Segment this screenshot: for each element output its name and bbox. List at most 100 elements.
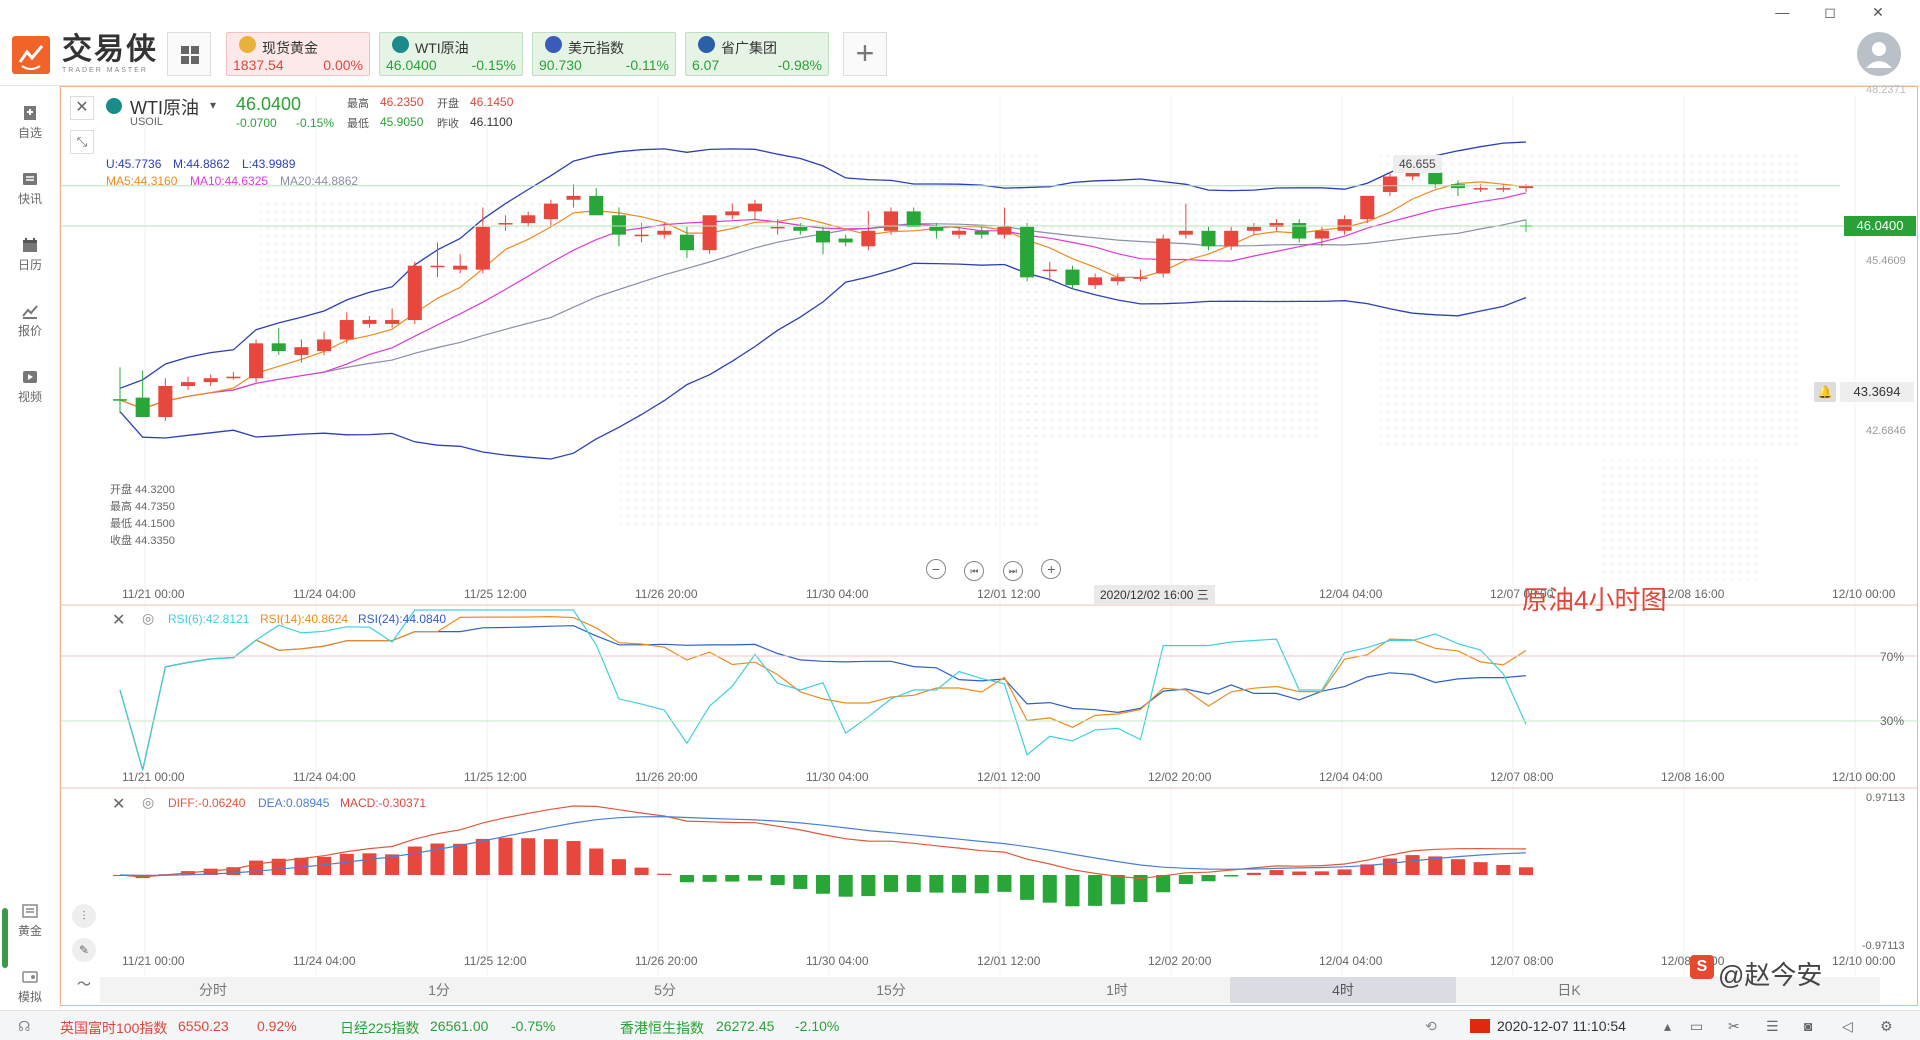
restore-button[interactable]: ◻: [1824, 4, 1836, 20]
macd-bar: [838, 875, 853, 897]
list-icon[interactable]: ☰: [1766, 1018, 1779, 1034]
close-rsi-icon[interactable]: ✕: [112, 612, 126, 629]
timeframe-tab[interactable]: 1时: [1106, 982, 1128, 998]
settings-gear-icon[interactable]: ⚙: [1880, 1018, 1893, 1034]
macd-bar: [1496, 865, 1511, 875]
price-alert-tag[interactable]: 43.3694: [1840, 382, 1914, 402]
rsi-axis-30: 30%: [1880, 714, 1905, 728]
mute-icon[interactable]: ◁: [1842, 1018, 1853, 1034]
chart-frame: [60, 86, 1918, 1006]
macd-bar: [1133, 875, 1148, 903]
macd-bar: [271, 858, 286, 875]
time-axis-label: 12/01 12:00: [977, 587, 1041, 601]
candle-body: [702, 215, 717, 251]
quote-tile-gold[interactable]: 现货黄金 1837.54 0.00%: [226, 32, 370, 76]
macd-bar: [657, 873, 672, 875]
grid-menu-button[interactable]: [167, 32, 211, 76]
candle-body: [543, 203, 558, 220]
status-bar: ☊ 英国富时100指数 6550.23 0.92% 日经225指数 26561.…: [0, 1010, 1920, 1040]
candle-body: [1224, 230, 1239, 247]
macd-bar: [679, 875, 694, 883]
candle-body: [317, 339, 332, 352]
close-macd-icon[interactable]: ✕: [112, 796, 126, 813]
macd-bar: [1065, 875, 1080, 907]
candle-body: [226, 376, 241, 379]
map-region: [1020, 200, 1320, 440]
candle-body: [929, 226, 944, 231]
macd-dea-value: DEA:0.08945: [258, 796, 330, 810]
time-axis-label: 11/24 04:00: [293, 954, 356, 968]
wave-tool-icon[interactable]: 〜: [77, 976, 91, 992]
time-axis-label: 12/10 00:00: [1832, 587, 1896, 601]
candle-body: [747, 203, 762, 212]
minimize-button[interactable]: —: [1775, 4, 1790, 20]
close-chart-button[interactable]: ✕: [70, 96, 94, 120]
scroll-start-icon[interactable]: ⏮: [964, 561, 985, 581]
time-axis-label: 11/21 00:00: [122, 954, 185, 968]
tile-change: -0.15%: [471, 57, 516, 73]
candle-body: [1246, 226, 1261, 231]
shrink-chart-button[interactable]: ⤡: [70, 130, 94, 154]
timeframe-tab-active[interactable]: 4时: [1230, 977, 1456, 1003]
candle-body: [1314, 230, 1329, 239]
pen-tool-icon[interactable]: ✎: [72, 938, 96, 962]
candle-body: [634, 234, 649, 237]
quote-tile-wti[interactable]: WTI原油 46.0400 -0.15%: [379, 32, 523, 76]
symbol-dropdown-icon[interactable]: ▾: [210, 98, 217, 112]
sidebar-item-gold[interactable]: 黄金: [0, 894, 60, 950]
user-avatar[interactable]: [1857, 32, 1901, 76]
timeframe-tab[interactable]: 日K: [1557, 982, 1581, 998]
candle-body: [793, 226, 808, 231]
time-axis-label: 11/30 04:00: [806, 587, 869, 601]
sidebar-item-watchlist[interactable]: 自选: [0, 96, 60, 152]
headset-icon[interactable]: ☊: [18, 1018, 31, 1034]
candle-body: [1065, 269, 1080, 286]
macd-bar: [249, 860, 264, 875]
candlesticks: [61, 164, 1840, 421]
sidebar-item-video[interactable]: 视频: [0, 360, 60, 416]
add-quote-button[interactable]: +: [843, 32, 887, 76]
time-axis-label: 12/07 08:00: [1490, 954, 1554, 968]
timeframe-bar: 分时 1分 5分 15分 1时 4时 日K: [100, 977, 1880, 1003]
time-axis-label: 11/24 04:00: [293, 587, 356, 601]
sidebar-item-simulate[interactable]: 模拟: [0, 960, 60, 1016]
macd-bar: [611, 859, 626, 875]
gold-coin-icon: [239, 36, 256, 53]
macd-settings-icon[interactable]: ◎: [142, 794, 155, 810]
sidebar-item-news[interactable]: 快讯: [0, 162, 60, 218]
grid-icon: [181, 46, 199, 64]
candle-body: [679, 234, 694, 251]
timeframe-tab[interactable]: 分时: [199, 982, 227, 998]
timeframe-tab[interactable]: 5分: [654, 982, 676, 998]
boll-lower: L:43.9989: [242, 157, 296, 171]
sidebar-item-label: 视频: [17, 390, 42, 404]
camera-icon[interactable]: ◙: [1804, 1018, 1813, 1034]
hover-ohlc-box: 开盘 44.3200 最高 44.7350 最低 44.1500 收盘 44.3…: [110, 482, 175, 550]
close-window-button[interactable]: ✕: [1872, 4, 1884, 20]
sidebar-item-quotes[interactable]: 报价: [0, 294, 60, 350]
sidebar-item-label: 快讯: [17, 192, 42, 206]
timeframe-tab[interactable]: 15分: [876, 982, 906, 998]
time-axis-label: 11/26 20:00: [635, 587, 698, 601]
sidebar-item-calendar[interactable]: 日历: [0, 228, 60, 284]
candle-body: [589, 195, 604, 216]
ma10-value: MA10:44.6325: [190, 174, 269, 188]
low-label: 最低: [347, 118, 369, 130]
scroll-end-icon[interactable]: ⏭: [1002, 561, 1023, 581]
alert-bell-icon[interactable]: 🔔: [1814, 382, 1836, 402]
candle-body: [1518, 185, 1534, 189]
indicator-tool-icon[interactable]: ⫶: [72, 904, 96, 928]
quote-tile-usd-index[interactable]: 美元指数 90.730 -0.11%: [532, 32, 676, 76]
zoom-out-icon[interactable]: −: [926, 559, 946, 579]
time-axis-label: 11/26 20:00: [635, 954, 698, 968]
timeframe-tab[interactable]: 1分: [428, 982, 450, 998]
candle-body: [1020, 226, 1035, 278]
map-region: [1380, 150, 1800, 450]
window-icon[interactable]: ▭: [1690, 1018, 1704, 1034]
tools-icon[interactable]: ✂: [1728, 1018, 1740, 1034]
rsi-settings-icon[interactable]: ◎: [142, 610, 155, 626]
arrow-up-icon[interactable]: ▴: [1664, 1018, 1672, 1034]
open-label: 开盘: [437, 98, 459, 110]
zoom-in-icon[interactable]: +: [1041, 559, 1062, 579]
quote-tile-stock[interactable]: 省广集团 6.07 -0.98%: [685, 32, 829, 76]
